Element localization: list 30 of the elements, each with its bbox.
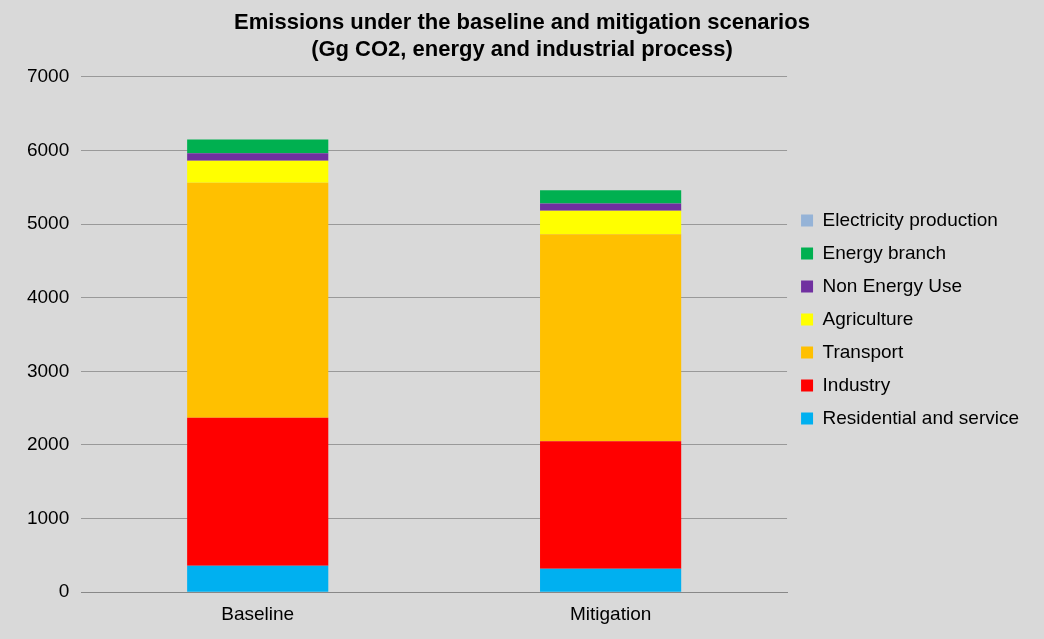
bar — [540, 210, 682, 235]
legend-label: Industry — [822, 373, 891, 395]
y-tick-label: 3000 — [26, 359, 70, 381]
bar — [540, 568, 682, 592]
bar — [540, 441, 682, 569]
bar — [187, 565, 329, 592]
bar — [187, 153, 329, 161]
x-tick-label: Mitigation — [569, 602, 652, 624]
y-tick-label: 1000 — [26, 506, 70, 528]
bar — [187, 182, 329, 418]
y-tick-label: 2000 — [26, 433, 70, 455]
y-tick-label: 0 — [58, 580, 70, 602]
bar — [540, 190, 682, 204]
legend-label: Residential and service — [822, 406, 1020, 428]
bar — [187, 139, 329, 154]
legend-label: Energy branch — [822, 241, 947, 263]
y-tick-label: 7000 — [26, 65, 70, 87]
bar — [540, 234, 682, 442]
y-tick-label: 6000 — [26, 138, 70, 160]
chart-title: Emissions under the baseline and mitigation scenarios (Gg CO2, energy and industrial process) — [234, 9, 810, 61]
y-tick-label: 4000 — [26, 285, 70, 307]
legend-label: Electricity production — [822, 208, 998, 230]
legend-label: Non Energy Use — [822, 274, 962, 296]
legend-label: Agriculture — [822, 307, 914, 329]
bar — [187, 160, 329, 183]
x-tick-label: Baseline — [221, 602, 295, 624]
bar — [187, 417, 329, 566]
y-tick-label: 5000 — [26, 212, 70, 234]
bar — [540, 203, 682, 211]
legend-label: Transport — [822, 340, 904, 362]
